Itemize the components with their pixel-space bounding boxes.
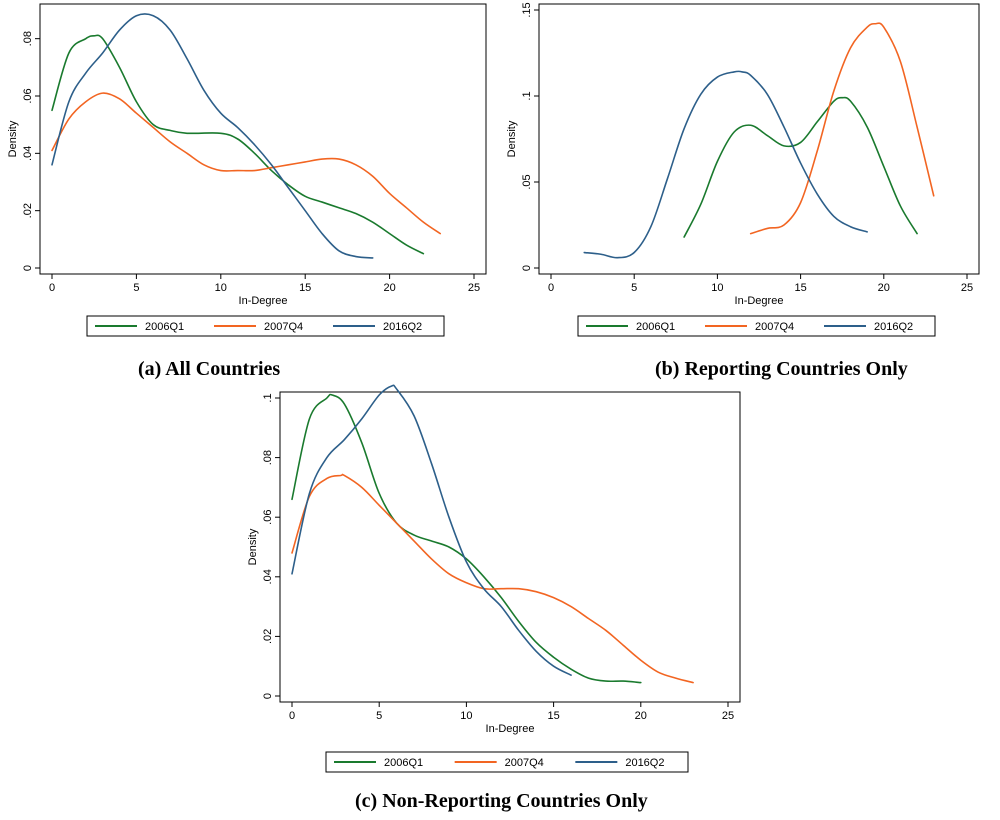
series-line-2016Q2 [583,70,868,259]
y-axis-label: Density [7,120,19,157]
x-tick-label: 0 [548,282,554,294]
x-tick-label: 5 [133,282,139,294]
x-tick-label: 25 [961,282,973,294]
y-tick-label: .06 [22,88,34,103]
series-line-2007Q4 [51,92,442,235]
chart-svg-c: 0 5 10 15 20 25 0 .02 .04 .06 .08 .1 In-Degree Densit… [247,384,741,773]
series-line-2016Q2 [291,384,572,676]
x-tick-label: 15 [299,282,311,294]
legend-label: 2006Q1 [145,321,184,333]
y-tick-label: .05 [521,174,533,189]
y-tick-label: 0 [262,693,274,699]
chart-panel-c: 0 5 10 15 20 25 0 .02 .04 .06 .08 .1 In-Degree Densit… [240,384,760,773]
legend-label: 2007Q4 [755,321,794,333]
y-tick-label: .08 [22,31,34,46]
series-line-2007Q4 [749,22,935,235]
chart-panel-b: 0 5 10 15 20 25 0 .05 .1 .15 In-Degree Density 2006Q… [505,0,1000,360]
x-tick-label: 20 [635,710,647,722]
y-tick-label: 0 [521,265,533,271]
x-tick-label: 25 [468,282,480,294]
chart-svg-b: 0 5 10 15 20 25 0 .05 .1 .15 In-Degree Density 2006Q… [506,2,980,337]
x-tick-label: 5 [631,282,637,294]
plot-area [538,3,980,275]
x-tick-label: 10 [460,710,472,722]
series-line-2006Q1 [683,96,918,238]
x-tick-label: 15 [794,282,806,294]
series-line-2016Q2 [51,13,374,259]
y-tick-label: .1 [521,91,533,100]
x-axis-label: In-Degree [486,723,535,735]
x-axis-label: In-Degree [239,295,288,307]
y-tick-label: .04 [22,146,34,161]
legend-label: 2016Q2 [383,321,422,333]
chart-caption-b: (b) Reporting Countries Only [655,358,908,380]
chart-caption-a: (a) All Countries [138,358,281,380]
x-tick-label: 15 [547,710,559,722]
legend-label: 2006Q1 [636,321,675,333]
plot-area [279,391,741,703]
legend-label: 2007Q4 [505,757,544,769]
y-tick-label: .02 [262,629,274,644]
chart-panel-a: 0 5 10 15 20 25 0 .02 .04 .06 .08 In-Degree Density 2… [0,0,500,360]
y-axis-label: Density [247,528,259,565]
legend [325,751,689,773]
legend-label: 2016Q2 [625,757,664,769]
x-tick-label: 20 [383,282,395,294]
series-line-2006Q1 [291,393,642,684]
y-tick-label: .1 [262,393,274,402]
y-tick-label: .02 [22,203,34,218]
legend-label: 2016Q2 [874,321,913,333]
legend [86,315,445,337]
legend [577,315,936,337]
x-tick-label: 25 [722,710,734,722]
y-tick-label: .04 [262,569,274,584]
y-tick-label: 0 [22,265,34,271]
series-line-2006Q1 [51,34,425,255]
chart-caption-c: (c) Non-Reporting Countries Only [355,790,648,812]
x-tick-label: 0 [49,282,55,294]
y-axis-label: Density [506,120,518,157]
x-tick-label: 5 [376,710,382,722]
chart-svg-a: 0 5 10 15 20 25 0 .02 .04 .06 .08 In-Degree Density 2… [7,3,487,337]
x-tick-label: 10 [711,282,723,294]
plot-area [39,3,487,275]
x-tick-label: 10 [215,282,227,294]
y-tick-label: .06 [262,510,274,525]
legend-label: 2006Q1 [384,757,423,769]
legend-label: 2007Q4 [264,321,303,333]
x-tick-label: 0 [289,710,295,722]
x-axis-label: In-Degree [735,295,784,307]
y-tick-label: .08 [262,450,274,465]
x-tick-label: 20 [878,282,890,294]
y-tick-label: .15 [521,2,533,17]
